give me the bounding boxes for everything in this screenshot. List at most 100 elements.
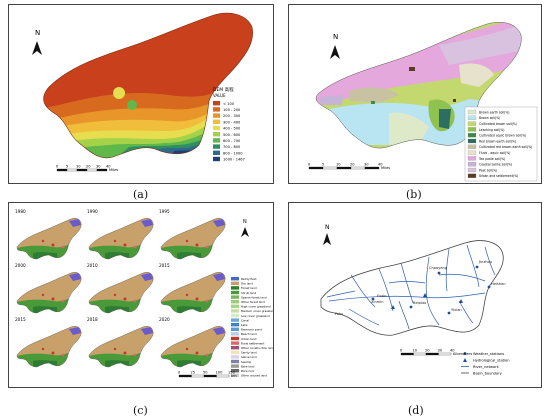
legend-label: Bare land	[241, 364, 255, 368]
legend-label: Brown soil(%)	[479, 116, 500, 120]
legend-label: Leaching soil(%)	[479, 128, 504, 132]
svg-text:VALUE: VALUE	[213, 93, 226, 98]
legend-swatch	[213, 156, 220, 162]
legend-swatch	[467, 167, 477, 173]
legend-swatch	[231, 323, 239, 327]
legend-swatch	[231, 327, 239, 331]
legend-label: Cultivated brown soil(%)	[479, 122, 517, 126]
legend-swatch	[213, 101, 220, 106]
scale-segment	[86, 168, 98, 172]
map-year-label: 1990	[87, 209, 98, 214]
legend-label: High cover grassland	[241, 305, 271, 309]
north-arrow-icon: N	[330, 33, 340, 59]
scale-tick: 10	[76, 165, 81, 169]
map-year-label: 1995	[159, 209, 170, 214]
svg-text:N: N	[243, 219, 247, 225]
legend-label: Low cover grassland	[241, 314, 270, 318]
map-year-label: 2010	[87, 263, 98, 268]
legend-label: Fluvo - aquic soil(%)	[479, 151, 510, 155]
panel-b-soil-map: N Brown earth soil(%) Brown soil(%) Cultiv…	[288, 4, 542, 184]
caption-c: (c)	[133, 404, 148, 417]
legend-swatch	[467, 121, 477, 126]
station-label: Heishan	[491, 282, 506, 286]
weather-station-icon	[463, 352, 467, 355]
legend-label: Weather_stations	[473, 352, 504, 356]
legend-label: 500 - 600	[223, 133, 241, 137]
legend-label: 1000 - 1467	[223, 158, 245, 162]
legend-label: 100 - 200	[223, 108, 241, 112]
legend-label: Shrub land	[241, 291, 256, 295]
legend-label: Hydrological_station	[473, 359, 510, 363]
station-label: Chaoyang	[429, 266, 447, 270]
scale-tick: 25	[191, 371, 196, 375]
station-labels: Fuxin Chaoyang Jinzhou Beipiao Yixian Heishan…	[335, 260, 506, 316]
scale-segment	[66, 168, 78, 172]
scale-unit: Miles	[381, 166, 390, 170]
basin-outline	[43, 12, 253, 159]
hydro-legend: Weather_stations Hydrological_station Rive…	[461, 352, 510, 376]
landuse-map-5: 2015	[157, 263, 229, 315]
scale-segment	[308, 166, 324, 170]
legend-label: Rural settlement	[241, 341, 265, 345]
landuse-map-7: 2018	[85, 317, 157, 369]
map-year-label: 2020	[159, 317, 170, 322]
legend-swatch	[231, 332, 239, 336]
caption-b: (b)	[406, 188, 422, 201]
dem-map-svg: N DEM 高程 VALUE < 100 100 - 200 200 - 300 30…	[32, 12, 253, 173]
legend-swatch	[231, 355, 239, 359]
svg-text:N: N	[333, 33, 338, 41]
legend-swatch	[467, 109, 477, 115]
scale-segment	[56, 168, 68, 172]
scale-segment	[336, 166, 352, 170]
north-arrow-icon: N	[323, 224, 331, 245]
scale-segment	[425, 352, 439, 356]
scale-tick: 30	[96, 165, 101, 169]
river-network	[326, 244, 496, 330]
legend-label: 300 - 400	[223, 120, 241, 124]
legend-swatch	[231, 359, 239, 364]
legend-swatch	[231, 304, 239, 308]
scale-tick: 5	[322, 163, 324, 167]
legend-label: Swamp	[241, 360, 252, 364]
legend-label: Tea paste soil(%)	[478, 157, 505, 161]
legend-label: 800 - 1000	[223, 151, 243, 155]
map-year-label: 2015	[159, 263, 170, 268]
caption-a: (a)	[133, 188, 149, 201]
scale-segment	[178, 374, 192, 378]
legend-label: Peat soil(%)	[479, 168, 497, 172]
legend-swatch	[467, 138, 477, 144]
scale-segment	[322, 166, 338, 170]
station-label: Faku	[335, 312, 343, 316]
scale-unit: km	[231, 374, 237, 378]
legend-label: Lake	[241, 323, 248, 327]
station-label: Jinzhou	[478, 260, 492, 264]
river-network-svg: Fuxin Chaoyang Jinzhou Beipiao Yixian Heishan…	[320, 224, 510, 376]
legend-swatch	[231, 277, 239, 281]
legend-swatch	[213, 119, 220, 124]
panel-c-landuse-maps: 1980 1990 1995 2000 2010 2015 2015 2018 2020 N P…	[8, 202, 276, 388]
legend-swatch	[213, 144, 220, 149]
legend-swatch	[213, 138, 220, 143]
legend-swatch	[213, 107, 220, 112]
legend-label: Urban and settlement(%)	[479, 174, 518, 178]
scale-tick: 50	[203, 371, 208, 375]
basin-boundary	[320, 240, 504, 336]
legend-label: Red brown earth soil(%)	[479, 139, 516, 143]
map-year-label: 2000	[15, 263, 26, 268]
landuse-map-6: 2015	[13, 317, 85, 369]
soil-legend: Brown earth soil(%) Brown soil(%) Cultivat…	[464, 106, 538, 182]
legend-label: Coastal saline soil(%)	[479, 163, 512, 167]
scale-tick: 40	[378, 163, 383, 167]
legend-label: River_network	[473, 365, 500, 369]
legend-label: Other construction land	[241, 346, 273, 350]
legend-swatch	[231, 373, 239, 377]
scale-unit: Kilometers	[453, 352, 472, 356]
station-label: Xinmin	[371, 300, 384, 304]
scale-tick: 30	[438, 349, 443, 353]
legend-swatch	[467, 127, 477, 132]
legend-label: Canal	[241, 318, 249, 322]
legend-swatch	[231, 286, 239, 290]
